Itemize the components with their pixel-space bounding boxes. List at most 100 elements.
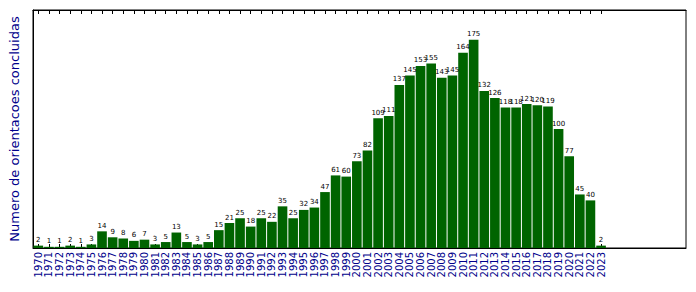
svg-text:14: 14 bbox=[98, 222, 107, 230]
svg-text:73: 73 bbox=[352, 152, 361, 160]
svg-text:25: 25 bbox=[289, 209, 298, 217]
svg-text:1: 1 bbox=[47, 237, 51, 245]
svg-text:1977: 1977 bbox=[107, 252, 118, 277]
svg-text:35: 35 bbox=[278, 197, 287, 205]
svg-text:25: 25 bbox=[236, 209, 245, 217]
svg-text:175: 175 bbox=[467, 30, 480, 38]
svg-text:155: 155 bbox=[424, 54, 437, 62]
svg-text:3: 3 bbox=[153, 235, 157, 243]
svg-text:2006: 2006 bbox=[415, 252, 426, 277]
svg-text:1974: 1974 bbox=[75, 252, 86, 277]
svg-text:145: 145 bbox=[446, 66, 459, 74]
svg-text:2: 2 bbox=[599, 236, 603, 244]
svg-text:1985: 1985 bbox=[192, 252, 203, 277]
svg-text:15: 15 bbox=[214, 221, 223, 229]
svg-text:1971: 1971 bbox=[43, 252, 54, 277]
svg-text:6: 6 bbox=[132, 231, 137, 239]
svg-text:2003: 2003 bbox=[383, 252, 394, 277]
svg-text:137: 137 bbox=[393, 75, 406, 83]
svg-text:119: 119 bbox=[541, 97, 554, 105]
svg-text:1973: 1973 bbox=[65, 252, 76, 277]
svg-text:1982: 1982 bbox=[160, 252, 171, 277]
svg-text:1988: 1988 bbox=[224, 252, 235, 277]
svg-text:3: 3 bbox=[89, 235, 93, 243]
svg-text:61: 61 bbox=[331, 166, 340, 174]
svg-text:40: 40 bbox=[586, 191, 595, 199]
svg-text:1981: 1981 bbox=[150, 252, 161, 277]
svg-text:1998: 1998 bbox=[330, 252, 341, 277]
svg-text:2005: 2005 bbox=[404, 252, 415, 277]
svg-text:2013: 2013 bbox=[489, 252, 500, 277]
svg-text:5: 5 bbox=[163, 233, 167, 241]
svg-text:1993: 1993 bbox=[277, 252, 288, 277]
svg-text:2001: 2001 bbox=[362, 252, 373, 277]
svg-text:1989: 1989 bbox=[235, 252, 246, 277]
svg-text:1997: 1997 bbox=[319, 252, 330, 277]
svg-text:5: 5 bbox=[185, 233, 189, 241]
svg-text:1986: 1986 bbox=[203, 252, 214, 277]
svg-text:1983: 1983 bbox=[171, 252, 182, 277]
svg-text:1975: 1975 bbox=[86, 252, 97, 277]
svg-text:13: 13 bbox=[172, 223, 181, 231]
svg-text:2022: 2022 bbox=[585, 252, 596, 277]
svg-text:32: 32 bbox=[299, 200, 308, 208]
svg-text:8: 8 bbox=[121, 229, 125, 237]
svg-text:9: 9 bbox=[110, 228, 114, 236]
svg-text:1996: 1996 bbox=[309, 252, 320, 277]
svg-text:2000: 2000 bbox=[351, 252, 362, 277]
svg-text:1991: 1991 bbox=[256, 252, 267, 277]
svg-text:21: 21 bbox=[225, 214, 234, 222]
svg-text:22: 22 bbox=[267, 212, 276, 220]
svg-text:1995: 1995 bbox=[298, 252, 309, 277]
svg-text:5: 5 bbox=[206, 233, 210, 241]
svg-text:2004: 2004 bbox=[394, 252, 405, 277]
svg-text:2008: 2008 bbox=[436, 252, 447, 277]
svg-text:47: 47 bbox=[321, 183, 330, 191]
svg-text:2021: 2021 bbox=[574, 252, 585, 277]
svg-text:1970: 1970 bbox=[33, 252, 44, 277]
svg-text:2002: 2002 bbox=[373, 252, 384, 277]
svg-text:2014: 2014 bbox=[500, 252, 511, 277]
svg-text:1: 1 bbox=[57, 237, 61, 245]
svg-text:2009: 2009 bbox=[447, 252, 458, 277]
svg-text:1980: 1980 bbox=[139, 252, 150, 277]
svg-text:2016: 2016 bbox=[521, 252, 532, 277]
svg-text:2018: 2018 bbox=[542, 252, 553, 277]
svg-text:111: 111 bbox=[382, 106, 395, 114]
svg-text:1987: 1987 bbox=[213, 252, 224, 277]
svg-text:2010: 2010 bbox=[458, 252, 469, 277]
svg-text:2: 2 bbox=[36, 236, 40, 244]
svg-text:2019: 2019 bbox=[553, 252, 564, 277]
svg-text:164: 164 bbox=[456, 43, 470, 51]
svg-text:2007: 2007 bbox=[426, 252, 437, 277]
svg-text:45: 45 bbox=[575, 185, 584, 193]
svg-text:1992: 1992 bbox=[266, 252, 277, 277]
svg-text:100: 100 bbox=[552, 120, 565, 128]
svg-text:2020: 2020 bbox=[564, 252, 575, 277]
svg-text:145: 145 bbox=[403, 66, 416, 74]
svg-text:25: 25 bbox=[257, 209, 266, 217]
svg-text:1978: 1978 bbox=[118, 252, 129, 277]
svg-text:7: 7 bbox=[142, 230, 146, 238]
svg-text:1979: 1979 bbox=[128, 252, 139, 277]
svg-text:1: 1 bbox=[79, 237, 83, 245]
svg-text:Numero de orientacoes concluid: Numero de orientacoes concluidas bbox=[7, 16, 22, 242]
svg-text:77: 77 bbox=[565, 147, 574, 155]
svg-text:2023: 2023 bbox=[596, 252, 607, 277]
svg-text:2012: 2012 bbox=[479, 252, 490, 277]
svg-text:126: 126 bbox=[488, 89, 502, 97]
svg-text:34: 34 bbox=[310, 198, 319, 206]
svg-text:18: 18 bbox=[246, 217, 255, 225]
svg-text:1990: 1990 bbox=[245, 252, 256, 277]
svg-text:2: 2 bbox=[68, 236, 72, 244]
svg-text:60: 60 bbox=[342, 167, 351, 175]
svg-text:1976: 1976 bbox=[97, 252, 108, 277]
svg-text:2017: 2017 bbox=[532, 252, 543, 277]
svg-text:1972: 1972 bbox=[54, 252, 65, 277]
svg-text:1984: 1984 bbox=[181, 252, 192, 277]
svg-text:82: 82 bbox=[363, 141, 372, 149]
svg-text:1999: 1999 bbox=[341, 252, 352, 277]
svg-text:1994: 1994 bbox=[288, 252, 299, 277]
svg-text:3: 3 bbox=[195, 235, 199, 243]
svg-text:2015: 2015 bbox=[511, 252, 522, 277]
